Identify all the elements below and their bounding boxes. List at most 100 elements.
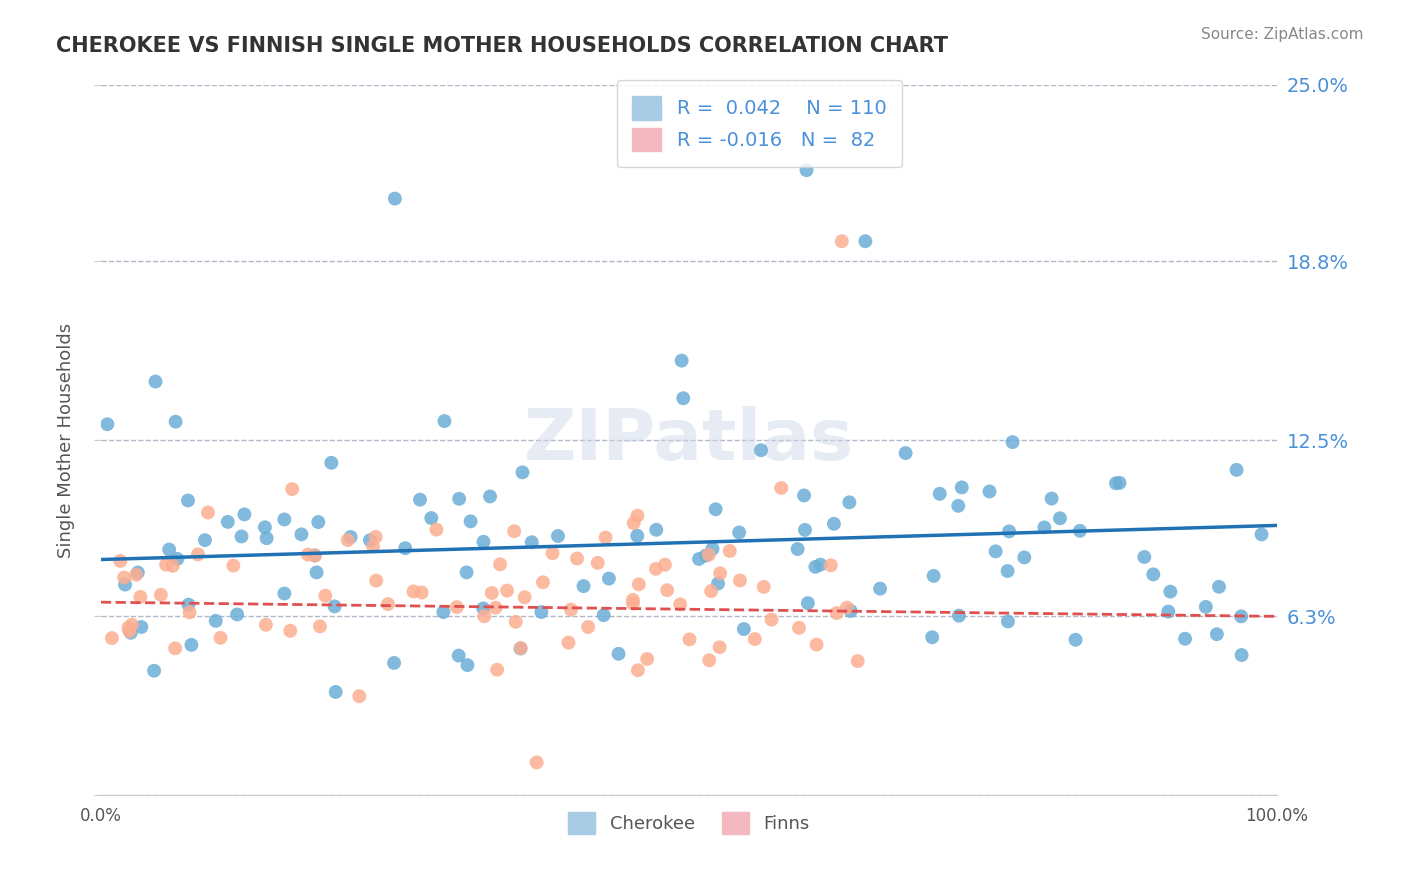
Point <box>433 414 456 428</box>
Point <box>718 544 741 558</box>
Point <box>831 234 853 248</box>
Point <box>557 635 579 649</box>
Point <box>1157 605 1180 619</box>
Point <box>157 542 180 557</box>
Point <box>695 549 717 563</box>
Point <box>297 548 319 562</box>
Point <box>321 456 343 470</box>
Point <box>118 624 141 639</box>
Point <box>547 529 569 543</box>
Point <box>384 192 406 206</box>
Point <box>204 614 226 628</box>
Point <box>420 511 443 525</box>
Point <box>948 608 970 623</box>
Point <box>209 631 232 645</box>
Point <box>560 602 582 616</box>
Point <box>541 546 564 560</box>
Point <box>509 641 531 656</box>
Point <box>359 533 381 548</box>
Point <box>472 534 495 549</box>
Point <box>621 597 644 611</box>
Point <box>180 638 202 652</box>
Point <box>456 658 478 673</box>
Point <box>752 580 775 594</box>
Point <box>838 495 860 509</box>
Point <box>120 625 142 640</box>
Point <box>835 600 858 615</box>
Point <box>1069 524 1091 538</box>
Point <box>460 514 482 528</box>
Point <box>1049 511 1071 525</box>
Point <box>505 615 527 629</box>
Point <box>797 596 820 610</box>
Point <box>1142 567 1164 582</box>
Point <box>304 549 326 563</box>
Point <box>921 630 943 644</box>
Point <box>96 417 118 432</box>
Point <box>806 638 828 652</box>
Point <box>636 652 658 666</box>
Point <box>1108 475 1130 490</box>
Point <box>787 621 810 635</box>
Point <box>233 508 256 522</box>
Point <box>121 617 143 632</box>
Point <box>688 552 710 566</box>
Point <box>804 560 827 574</box>
Point <box>253 520 276 534</box>
Point <box>565 551 588 566</box>
Point <box>496 583 519 598</box>
Point <box>125 567 148 582</box>
Point <box>446 600 468 615</box>
Point <box>187 548 209 562</box>
Text: Source: ZipAtlas.com: Source: ZipAtlas.com <box>1201 27 1364 42</box>
Point <box>1230 609 1253 624</box>
Point <box>709 566 731 581</box>
Point <box>928 487 950 501</box>
Point <box>339 530 361 544</box>
Point <box>810 558 832 572</box>
Point <box>309 619 332 633</box>
Point <box>394 541 416 556</box>
Point <box>598 572 620 586</box>
Point <box>222 558 245 573</box>
Point <box>697 653 720 667</box>
Point <box>101 631 124 645</box>
Point <box>361 540 384 554</box>
Point <box>1014 550 1036 565</box>
Point <box>672 391 695 405</box>
Point <box>411 585 433 599</box>
Point <box>997 615 1019 629</box>
Point <box>179 606 201 620</box>
Point <box>513 591 536 605</box>
Point <box>194 533 217 548</box>
Point <box>700 584 723 599</box>
Point <box>155 558 177 572</box>
Point <box>607 647 630 661</box>
Point <box>131 620 153 634</box>
Point <box>846 654 869 668</box>
Point <box>709 640 731 655</box>
Point <box>325 685 347 699</box>
Point <box>281 482 304 496</box>
Point <box>794 523 817 537</box>
Point <box>576 620 599 634</box>
Point <box>364 530 387 544</box>
Legend: Cherokee, Finns: Cherokee, Finns <box>560 803 818 843</box>
Point <box>984 544 1007 558</box>
Point <box>825 606 848 620</box>
Point <box>166 552 188 566</box>
Point <box>839 604 862 618</box>
Point <box>290 527 312 541</box>
Point <box>366 574 388 588</box>
Point <box>512 466 534 480</box>
Point <box>1230 648 1253 662</box>
Text: ZIPatlas: ZIPatlas <box>524 406 853 475</box>
Point <box>979 484 1001 499</box>
Point <box>484 600 506 615</box>
Point <box>669 598 692 612</box>
Point <box>820 558 842 573</box>
Point <box>531 575 554 590</box>
Point <box>307 515 329 529</box>
Point <box>526 756 548 770</box>
Point <box>998 524 1021 539</box>
